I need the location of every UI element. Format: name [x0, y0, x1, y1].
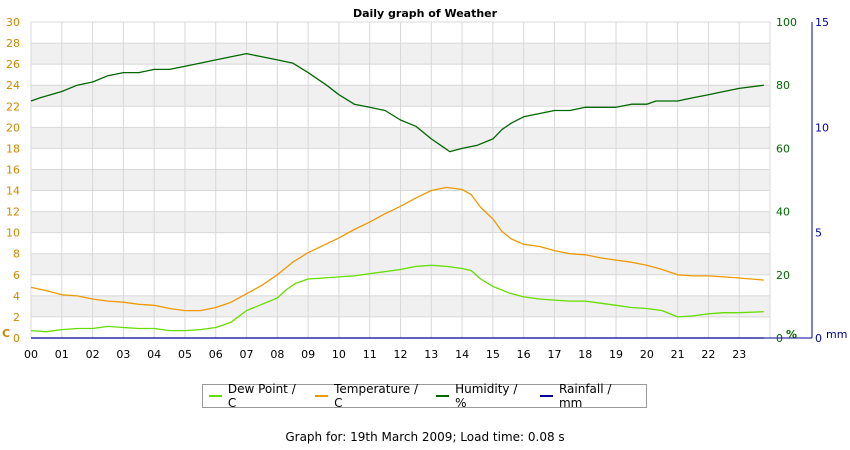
x-tick-label: 20: [640, 348, 654, 361]
left-tick-label: 20: [6, 121, 20, 134]
x-tick-label: 11: [363, 348, 377, 361]
legend: Dew Point / C Temperature / C Humidity /…: [202, 382, 647, 410]
x-tick-label: 05: [178, 348, 192, 361]
series-humidity-line: [30, 52, 764, 153]
x-tick-label: 04: [147, 348, 161, 361]
legend-label: Dew Point / C: [227, 382, 296, 410]
right2-tick-label: 0: [815, 332, 822, 345]
x-tick-label: 16: [517, 348, 531, 361]
legend-item-humidity: Humidity / %: [436, 382, 526, 410]
x-tick-label: 17: [547, 348, 561, 361]
right2-tick-label: 5: [815, 227, 822, 240]
x-tick-label: 21: [671, 348, 685, 361]
x-axis-ticks: 00 01 02 03 04 05 06 07 08 09 10 11 12 13 14 15 16 17 18 19…: [24, 348, 746, 361]
legend-label: Rainfall / mm: [558, 382, 612, 410]
left-tick-label: 4: [13, 290, 20, 303]
right1-tick-label: 20: [776, 269, 790, 282]
series-dew-line: [30, 264, 764, 333]
x-tick-label: 02: [86, 348, 100, 361]
left-axis-unit: C: [2, 327, 10, 340]
left-tick-label: 12: [6, 206, 20, 219]
left-tick-label: 0: [13, 332, 20, 345]
footer-status: Graph for: 19th March 2009; Load time: 0…: [285, 430, 565, 444]
legend-swatch: [540, 395, 553, 397]
x-tick-label: 01: [55, 348, 69, 361]
legend-label: Temperature / C: [334, 382, 418, 410]
right1-axis-unit: %: [786, 328, 797, 341]
x-tick-label: 03: [116, 348, 130, 361]
legend-item-temperature: Temperature / C: [315, 382, 422, 410]
right2-tick-label: 15: [815, 16, 829, 29]
right2-axis-unit: mm: [826, 328, 847, 341]
left-tick-label: 18: [6, 142, 20, 155]
legend-item-rainfall: Rainfall / mm: [540, 382, 632, 410]
chart: Daily graph of Weather 00 01 02 03 04 05 06 07 0…: [2, 7, 848, 361]
left-tick-label: 2: [13, 311, 20, 324]
chart-title: Daily graph of Weather: [353, 7, 498, 20]
series-temperature-line: [30, 186, 764, 312]
x-tick-label: 09: [301, 348, 315, 361]
legend-label: Humidity / %: [455, 382, 518, 410]
legend-swatch: [315, 395, 329, 397]
left-tick-label: 6: [13, 269, 20, 282]
right1-tick-label: 0: [776, 332, 783, 345]
left-tick-label: 8: [13, 248, 20, 261]
x-tick-label: 22: [701, 348, 715, 361]
x-tick-label: 00: [24, 348, 38, 361]
grid-lines: [30, 21, 812, 339]
left-tick-label: 16: [6, 163, 20, 176]
left-tick-label: 22: [6, 100, 20, 113]
right1-tick-label: 40: [776, 206, 790, 219]
x-tick-label: 23: [732, 348, 746, 361]
x-tick-label: 07: [240, 348, 254, 361]
left-tick-label: 24: [6, 79, 20, 92]
legend-item-dew-point: Dew Point / C: [209, 382, 301, 410]
x-tick-label: 13: [424, 348, 438, 361]
x-tick-label: 19: [609, 348, 623, 361]
legend-swatch: [436, 395, 450, 397]
x-tick-label: 14: [455, 348, 469, 361]
left-tick-label: 28: [6, 37, 20, 50]
x-tick-label: 15: [486, 348, 500, 361]
x-tick-label: 18: [578, 348, 592, 361]
x-tick-label: 12: [394, 348, 408, 361]
right-axis-humidity-ticks: 20 40 60 80 100 0: [776, 16, 797, 345]
x-tick-label: 10: [332, 348, 346, 361]
series-lines: [30, 52, 764, 339]
left-tick-label: 10: [6, 227, 20, 240]
left-tick-label: 26: [6, 58, 20, 71]
legend-swatch: [209, 395, 222, 397]
right1-tick-label: 100: [776, 16, 797, 29]
right1-tick-label: 60: [776, 142, 790, 155]
left-tick-label: 14: [6, 185, 20, 198]
x-tick-label: 08: [270, 348, 284, 361]
right-axis-rainfall-ticks: 0 5 10 15: [815, 16, 829, 345]
right2-tick-label: 10: [815, 121, 829, 134]
x-tick-label: 06: [209, 348, 223, 361]
left-tick-label: 30: [6, 16, 20, 29]
right1-tick-label: 80: [776, 79, 790, 92]
